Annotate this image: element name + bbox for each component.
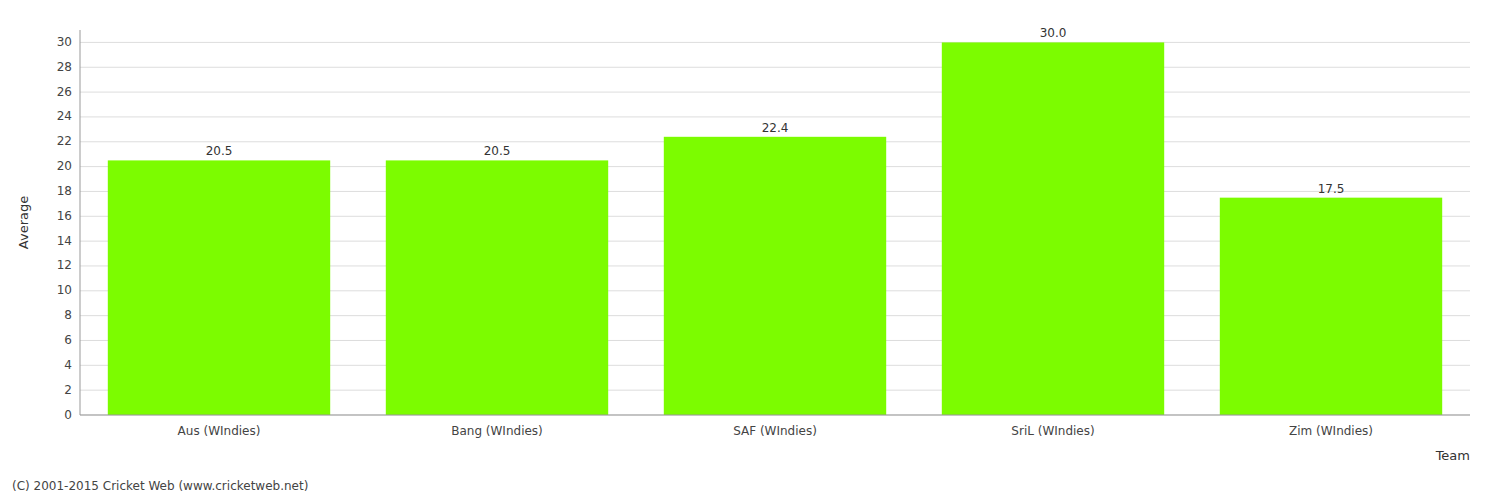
grid-line	[80, 67, 1470, 68]
y-tick-label: 30	[57, 35, 72, 49]
footer: (C) 2001-2015 Cricket Web (www.cricketwe…	[12, 479, 308, 493]
grid-line	[80, 42, 1470, 43]
y-tick-label: 14	[57, 234, 72, 248]
bars	[108, 42, 1442, 415]
y-tick-label: 4	[64, 358, 72, 372]
bar	[1220, 198, 1442, 415]
bar	[386, 160, 608, 415]
x-tick-label: SAF (WIndies)	[733, 424, 817, 438]
grid-line	[80, 92, 1470, 93]
data-label: 17.5	[1318, 182, 1345, 196]
y-tick-label: 12	[57, 258, 72, 272]
chart: 02468101214161820222426283020.520.522.43…	[0, 0, 1500, 500]
grid	[80, 42, 1470, 415]
x-axis-line	[80, 415, 1470, 416]
x-axis-label: Team	[1435, 448, 1470, 463]
y-axis-line	[80, 30, 81, 415]
x-tick-label: SriL (WIndies)	[1011, 424, 1094, 438]
y-tick-label: 2	[64, 383, 72, 397]
y-axis-label: Average	[16, 196, 31, 249]
x-tick-label: Aus (WIndies)	[178, 424, 261, 438]
y-tick-label: 26	[57, 85, 72, 99]
y-axis: 024681012141618202224262830	[57, 35, 72, 422]
x-tick-label: Bang (WIndies)	[451, 424, 543, 438]
y-tick-label: 8	[64, 308, 72, 322]
data-label: 30.0	[1040, 26, 1067, 40]
y-tick-label: 18	[57, 184, 72, 198]
x-tick-label: Zim (WIndies)	[1289, 424, 1373, 438]
data-label: 20.5	[484, 144, 511, 158]
bar	[942, 42, 1164, 415]
y-tick-label: 22	[57, 134, 72, 148]
y-tick-label: 0	[64, 408, 72, 422]
page: {"chart_data": {"type": "bar", "categori…	[0, 0, 1500, 500]
grid-line	[80, 415, 1470, 416]
data-label: 22.4	[762, 121, 789, 135]
y-tick-label: 28	[57, 60, 72, 74]
y-tick-label: 16	[57, 209, 72, 223]
bar	[664, 137, 886, 415]
y-tick-label: 10	[57, 283, 72, 297]
data-label: 20.5	[206, 144, 233, 158]
y-tick-label: 6	[64, 333, 72, 347]
grid-line	[80, 116, 1470, 117]
x-axis: Aus (WIndies) Bang (WIndies) SAF (WIndies)…	[178, 424, 1373, 438]
data-labels: 20.5 20.5 22.4 30.0 17.5	[206, 26, 1345, 195]
y-tick-label: 20	[57, 159, 72, 173]
y-tick-label: 24	[57, 109, 72, 123]
bar	[108, 160, 330, 415]
